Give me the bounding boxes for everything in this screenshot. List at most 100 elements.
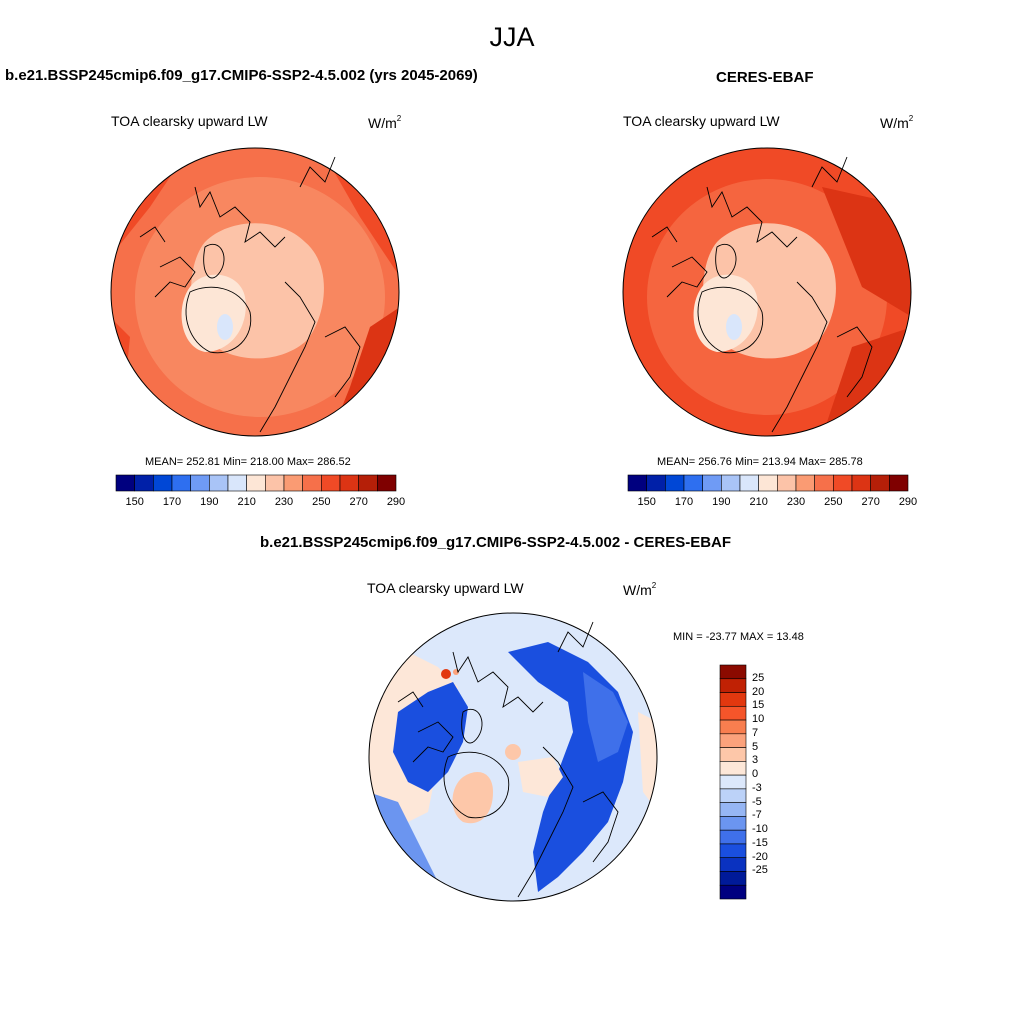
colorbar-swatch (721, 474, 741, 492)
colorbar-swatch (851, 474, 871, 492)
model-variable-label: TOA clearsky upward LW (111, 113, 268, 129)
colorbar-tick-label: 270 (349, 496, 368, 508)
colorbar-tick-label: 250 (824, 496, 843, 508)
diff-units-label: W/m2 (623, 581, 657, 598)
colorbar-tick-label: 25 (752, 671, 765, 684)
model-colorbar-labels: 150 170 190 210 230 250 270 290 (116, 496, 405, 510)
diff-panel-title: b.e21.BSSP245cmip6.f09_g17.CMIP6-SSP2-4.… (260, 534, 732, 551)
obs-units-label: W/m2 (880, 114, 914, 131)
colorbar-swatch (814, 474, 834, 492)
colorbar-swatch (246, 474, 266, 492)
colorbar-swatch (377, 474, 397, 492)
colorbar-swatch (719, 719, 747, 735)
colorbar-tick-label: -3 (752, 781, 762, 794)
colorbar-tick-label: 10 (752, 713, 765, 726)
diff-minmax: MIN = -23.77 MAX = 13.48 (673, 631, 804, 643)
colorbar-swatch (115, 474, 135, 492)
colorbar-tick-label: 190 (200, 496, 219, 508)
colorbar-swatch (719, 678, 747, 693)
colorbar-tick-label: 210 (749, 496, 768, 508)
colorbar-swatch (719, 774, 747, 790)
colorbar-swatch (719, 705, 747, 721)
colorbar-swatch (833, 474, 853, 492)
diff-colorbar (719, 664, 747, 900)
model-units-label: W/m2 (368, 114, 402, 131)
colorbar-swatch (719, 843, 747, 859)
colorbar-swatch (777, 474, 797, 492)
colorbar-tick-label: 150 (125, 496, 144, 508)
colorbar-tick-label: 270 (861, 496, 880, 508)
obs-colorbar (627, 474, 909, 492)
colorbar-swatch (719, 788, 747, 803)
colorbar-tick-label: 290 (898, 496, 918, 508)
model-panel-title: b.e21.BSSP245cmip6.f09_g17.CMIP6-SSP2-4.… (5, 67, 478, 84)
season-title: JJA (489, 22, 535, 52)
colorbar-tick-label: 0 (752, 768, 759, 781)
colorbar-swatch (646, 474, 666, 492)
colorbar-swatch (795, 474, 815, 492)
obs-stats: MEAN= 256.76 Min= 213.94 Max= 285.78 (657, 456, 863, 468)
colorbar-tick-label: 5 (752, 740, 759, 753)
colorbar-swatch (283, 474, 303, 492)
colorbar-swatch (758, 474, 778, 492)
colorbar-swatch (719, 692, 747, 707)
colorbar-swatch (870, 474, 890, 492)
colorbar-tick-label: 190 (712, 496, 731, 508)
colorbar-swatch (889, 474, 909, 492)
colorbar-tick-label: 170 (674, 496, 694, 508)
colorbar-swatch (702, 474, 722, 492)
colorbar-swatch (719, 664, 747, 680)
colorbar-tick-label: 250 (312, 496, 331, 508)
colorbar-tick-label: 7 (752, 726, 759, 739)
colorbar-swatch (683, 474, 703, 492)
obs-colorbar-labels: 150 170 190 210 230 250 270 290 (628, 496, 917, 510)
colorbar-swatch (134, 474, 154, 492)
colorbar-swatch (227, 474, 247, 492)
colorbar-tick-label: -5 (752, 795, 762, 808)
colorbar-swatch (265, 474, 285, 492)
model-stats: MEAN= 252.81 Min= 218.00 Max= 286.52 (145, 456, 351, 468)
colorbar-swatch (719, 802, 747, 817)
colorbar-swatch (719, 816, 747, 831)
colorbar-tick-label: 15 (752, 699, 765, 712)
colorbar-swatch (665, 474, 685, 492)
colorbar-tick-label: 3 (752, 754, 759, 767)
colorbar-swatch (302, 474, 322, 492)
colorbar-swatch (719, 871, 747, 886)
colorbar-tick-label: 170 (162, 496, 182, 508)
colorbar-swatch (719, 733, 747, 748)
obs-variable-label: TOA clearsky upward LW (623, 113, 780, 129)
obs-panel-title: CERES-EBAF (716, 69, 814, 86)
diff-polar-map (368, 612, 658, 902)
model-polar-map (110, 147, 400, 437)
colorbar-tick-label: -20 (752, 850, 768, 863)
colorbar-swatch (321, 474, 341, 492)
colorbar-swatch (153, 474, 173, 492)
colorbar-swatch (358, 474, 378, 492)
diff-variable-label: TOA clearsky upward LW (367, 580, 524, 596)
colorbar-tick-label: 150 (637, 496, 656, 508)
colorbar-tick-label: -10 (752, 823, 768, 836)
colorbar-tick-label: 290 (386, 496, 406, 508)
colorbar-tick-label: -15 (752, 836, 768, 849)
obs-polar-map (622, 147, 912, 437)
colorbar-tick-label: 20 (752, 685, 765, 698)
diff-colorbar-labels: 25 20 15 10 7 5 3 0 -3 -5 -7 -10 -15 -20 -25 (752, 665, 792, 899)
colorbar-swatch (171, 474, 191, 492)
colorbar-swatch (719, 857, 747, 872)
colorbar-swatch (719, 829, 747, 845)
colorbar-tick-label: 230 (274, 496, 294, 508)
colorbar-swatch (209, 474, 229, 492)
colorbar-swatch (719, 761, 747, 776)
colorbar-tick-label: 210 (237, 496, 256, 508)
model-colorbar (115, 474, 397, 492)
colorbar-tick-label: -25 (752, 864, 768, 877)
colorbar-swatch (339, 474, 359, 492)
colorbar-swatch (719, 884, 747, 900)
colorbar-swatch (627, 474, 647, 492)
colorbar-swatch (719, 747, 747, 762)
colorbar-tick-label: -7 (752, 809, 762, 822)
colorbar-swatch (739, 474, 759, 492)
colorbar-swatch (190, 474, 210, 492)
colorbar-tick-label: 230 (786, 496, 806, 508)
